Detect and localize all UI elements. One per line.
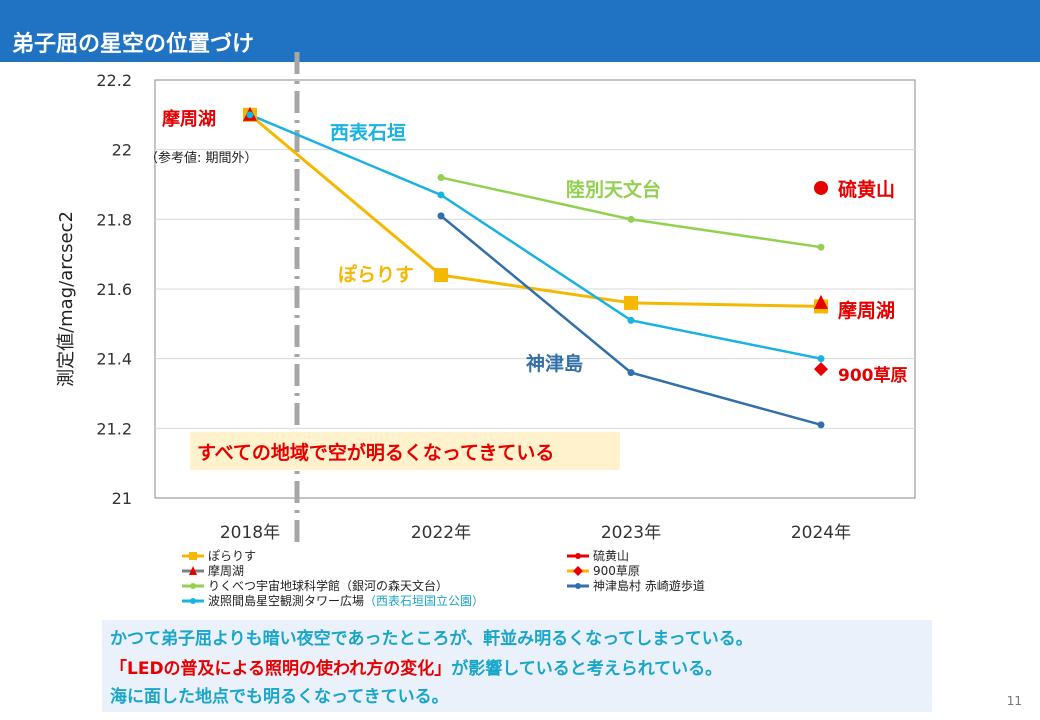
annotation-ioyama: 硫黄山 (838, 178, 895, 201)
data-point (627, 215, 635, 223)
data-point (437, 174, 445, 182)
data-point (814, 294, 828, 309)
legend-marker (573, 566, 583, 576)
x-tick-label: 2018年 (220, 523, 280, 543)
slide-title: 弟子屈の星空の位置づけ (12, 32, 255, 57)
legend-label: 波照間島星空観測タワー広場（西表石垣国立公園） (208, 594, 485, 608)
data-point (627, 316, 635, 324)
legend-label: 神津島村 赤崎遊歩道 (593, 579, 705, 593)
legend-swatch (567, 553, 589, 559)
legend-label: 硫黄山 (593, 549, 630, 563)
data-point (817, 421, 825, 429)
legend-label-sub: （西表石垣国立公園） (364, 594, 485, 608)
callout-text: すべての地域で空が明るくなってきている (197, 441, 554, 464)
data-point (817, 243, 825, 251)
y-tick-label: 21.2 (96, 419, 132, 438)
legend-swatch (182, 583, 204, 589)
annotation-900kusahara: 900草原 (838, 366, 908, 386)
annotation-mashuko-2018: 摩周湖 (162, 108, 216, 130)
data-point (434, 268, 448, 283)
summary-line-2-rest: が影響していると考えられている。 (451, 659, 723, 679)
y-axis-title: 測定値/mag/arcsec2 (56, 211, 77, 387)
y-tick-label: 21 (112, 489, 132, 508)
legend-swatch (182, 552, 204, 560)
legend-marker (189, 566, 197, 575)
callout-box (190, 432, 620, 470)
legend-swatch (567, 583, 589, 589)
annotation-iriomote: 西表石垣 (330, 121, 406, 144)
annotation-mashuko-2024: 摩周湖 (838, 299, 895, 322)
data-point (814, 362, 828, 377)
data-point (246, 111, 254, 119)
summary-line-1: かつて弟子屈よりも暗い夜空であったところが、軒並み明るくなってしまっている。 (110, 629, 753, 649)
annotation-kozushima: 神津島 (526, 352, 583, 375)
legend-label: ぽらりす (208, 549, 257, 563)
line-chart: 21 21.2 21.4 21.6 21.8 22 22.2 2018年 2022年 2023年 2… (56, 52, 916, 545)
legend-swatch (182, 566, 204, 575)
legend-marker (575, 583, 581, 589)
legend-marker (189, 552, 197, 560)
legend-label: 摩周湖 (208, 564, 245, 578)
x-tick-label: 2024年 (791, 523, 851, 543)
summary-line-2: 「LEDの普及による照明の使われ方の変化」が影響していると考えられている。 (110, 654, 722, 679)
series-line (249, 113, 822, 308)
legend-marker (575, 553, 581, 559)
y-tick-label: 21.4 (96, 350, 132, 369)
data-point (814, 180, 828, 195)
y-tick-label: 21.8 (96, 210, 132, 229)
data-point (437, 191, 445, 199)
page-number: 11 (1006, 694, 1022, 708)
legend-marker (190, 598, 196, 604)
data-point (624, 295, 638, 310)
summary-emphasis: 「LEDの普及による照明の使われ方の変化」 (110, 659, 452, 679)
legend-label: 900草原 (593, 564, 640, 578)
legend-marker (190, 583, 196, 589)
x-tick-label: 2023年 (601, 523, 661, 543)
legend-label: りくべつ宇宙地球科学館（銀河の森天文台） (208, 579, 449, 593)
summary-note-box: かつて弟子屈よりも暗い夜空であったところが、軒並み明るくなってしまっている。 「… (102, 620, 932, 712)
legend-swatch (182, 598, 204, 604)
y-tick-label: 21.6 (96, 280, 132, 299)
data-point (437, 212, 445, 220)
series-line (249, 113, 822, 360)
data-point (817, 355, 825, 363)
data-point (627, 369, 635, 377)
y-tick-label: 22.2 (96, 71, 132, 90)
slide-header: 弟子屈の星空の位置づけ (0, 0, 1040, 62)
y-tick-label: 22 (112, 141, 132, 160)
annotation-polaris: ぽらりす (338, 263, 414, 286)
annotation-reference-note: （参考値: 期間外） (145, 150, 258, 166)
legend-swatch (567, 566, 589, 576)
x-tick-label: 2022年 (411, 523, 471, 543)
annotation-rikubetsu: 陸別天文台 (566, 178, 661, 201)
summary-line-3: 海に面した地点でも明るくなってきている。 (110, 687, 449, 707)
